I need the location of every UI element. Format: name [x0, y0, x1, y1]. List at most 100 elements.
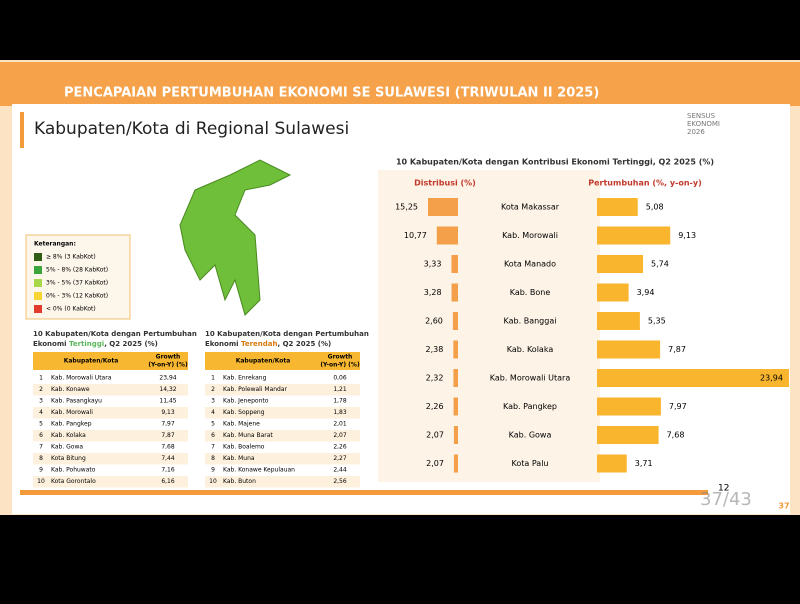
bar: [436, 226, 458, 245]
table-title-part: Ekonomi: [205, 340, 241, 348]
table-cell: 2,56: [333, 478, 347, 485]
chart-panel: [378, 170, 600, 482]
category-label: Kab. Banggai: [504, 317, 557, 326]
table-cell: 6: [39, 432, 43, 439]
table-title-part: Tertinggi: [69, 340, 104, 348]
bar: [453, 397, 458, 416]
table-row-bg: [205, 476, 360, 488]
table-row-bg: [205, 453, 360, 465]
table-row-bg: [205, 407, 360, 419]
table-cell: Kab. Pangkep: [51, 421, 92, 428]
table-header: (Y-on-Y) (%): [320, 362, 360, 369]
table-cell: 9,13: [161, 409, 175, 416]
table-cell: 3: [39, 398, 43, 405]
table-header: Kabupaten/Kota: [236, 358, 291, 365]
table-cell: Kab. Muna Barat: [223, 432, 273, 439]
category-label: Kab. Morowali: [502, 231, 558, 240]
table-header-bg: [205, 352, 360, 370]
legend-label: 0% - 3% (12 KabKot): [46, 293, 108, 300]
bar: [453, 454, 458, 473]
value-label: 3,94: [637, 288, 655, 297]
value-label: 2,60: [425, 317, 443, 326]
value-label: 15,25: [395, 203, 418, 212]
bar: [597, 340, 661, 359]
legend-swatch: [34, 292, 42, 300]
legend-label: < 0% (0 KabKot): [46, 306, 96, 313]
table-cell: 1,78: [333, 398, 347, 405]
table-cell: Kab. Polewali Mandar: [223, 386, 288, 393]
logo-text: EKONOMI: [687, 120, 720, 128]
table-cell: 2,44: [333, 467, 347, 474]
table-title-part: , Q2 2025 (%): [277, 340, 331, 348]
bar: [597, 426, 659, 444]
table-header: Growth: [328, 354, 353, 361]
header-title: PENCAPAIAN PERTUMBUHAN EKONOMI SE SULAWE…: [64, 86, 599, 101]
table-cell: Kab. Kolaka: [51, 432, 86, 439]
table-title-part: Terendah: [241, 340, 278, 348]
table-cell: 2,27: [333, 455, 347, 462]
category-label: Kab. Gowa: [509, 431, 552, 440]
table-header: (Y-on-Y) (%): [148, 362, 188, 369]
table-cell: 7: [211, 444, 215, 451]
table-cell: 1,83: [333, 409, 347, 416]
legend-box: [25, 234, 131, 320]
table-cell: Kab. Majene: [223, 421, 260, 428]
legend-label: 3% - 5% (37 KabKot): [46, 280, 108, 287]
table-cell: 7,97: [161, 421, 175, 428]
value-label: 2,26: [426, 402, 444, 411]
table-title-part: , Q2 2025 (%): [104, 340, 158, 348]
value-label: 7,87: [668, 345, 686, 354]
category-label: Kab. Morowali Utara: [490, 374, 571, 383]
table-cell: 4: [211, 409, 215, 416]
value-label: 9,13: [678, 231, 696, 240]
table-cell: Kab. Buton: [223, 478, 256, 485]
table-cell: 7,44: [161, 455, 175, 462]
table-cell: Kab. Morowali: [51, 409, 93, 416]
bar: [453, 340, 458, 359]
table-row-bg: [33, 430, 188, 442]
table-header: Growth: [156, 354, 181, 361]
table-cell: Kab. Konawe: [51, 386, 90, 393]
table-cell: Kab. Pasangkayu: [51, 398, 102, 405]
table-row-bg: [33, 407, 188, 419]
header-band: [0, 62, 800, 106]
table-title: Ekonomi Terendah, Q2 2025 (%): [205, 340, 331, 348]
legend-swatch: [34, 253, 42, 261]
value-label: 2,07: [426, 431, 444, 440]
bar: [597, 454, 627, 473]
table-cell: Kab. Morowali Utara: [51, 375, 112, 382]
page-number: 12: [718, 484, 729, 494]
slide-title: Kabupaten/Kota di Regional Sulawesi: [34, 119, 349, 139]
category-label: Kab. Pangkep: [503, 402, 557, 411]
value-label: 5,35: [648, 317, 666, 326]
table-cell: 6: [211, 432, 215, 439]
category-label: Kota Makassar: [501, 203, 560, 212]
table-title: 10 Kabupaten/Kota dengan Pertumbuhan: [33, 330, 197, 338]
table-cell: Kab. Konawe Kepulauan: [223, 467, 295, 474]
value-label: 5,08: [646, 203, 664, 212]
table-cell: 23,94: [159, 375, 176, 382]
legend-title: Keterangan:: [34, 241, 76, 248]
value-label: 10,77: [404, 231, 427, 240]
legend-swatch: [34, 305, 42, 313]
viewer-counter: 37/43: [700, 489, 752, 510]
table-cell: 7,87: [161, 432, 175, 439]
bar: [597, 198, 638, 216]
value-label: 2,07: [426, 459, 444, 468]
legend-label: ≥ 8% (3 KabKot): [46, 254, 96, 261]
bar: [597, 226, 671, 245]
table-header-bg: [33, 352, 188, 370]
value-label: 7,68: [667, 431, 685, 440]
bar: [451, 255, 458, 273]
legend-swatch: [34, 279, 42, 287]
value-label: 7,97: [669, 402, 687, 411]
table-cell: 2: [211, 386, 215, 393]
table-cell: 5: [39, 421, 43, 428]
bar: [597, 283, 629, 302]
table-cell: 6,16: [161, 478, 175, 485]
bar: [428, 198, 458, 216]
table-cell: Kab. Jeneponto: [223, 398, 269, 405]
category-label: Kab. Bone: [510, 288, 551, 297]
value-label: 3,71: [635, 459, 653, 468]
